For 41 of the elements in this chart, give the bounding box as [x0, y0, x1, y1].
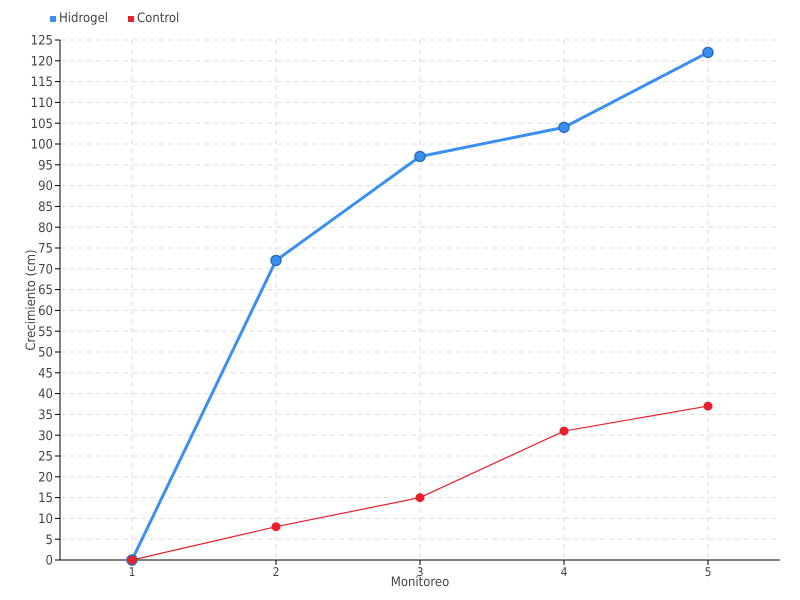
y-tick-label: 50 [38, 346, 53, 361]
y-tick-label: 120 [30, 54, 53, 70]
y-tick-label: 45 [38, 366, 53, 382]
point [416, 493, 424, 502]
y-tick-label: 110 [30, 96, 53, 111]
x-tick-label: 2 [272, 565, 280, 579]
y-tick-label: 90 [38, 179, 53, 194]
y-tick-label: 105 [30, 116, 53, 132]
y-tick-label: 65 [38, 283, 53, 298]
x-tick-label: 5 [704, 565, 712, 579]
y-tick-label: 115 [30, 75, 53, 90]
y-tick-label: 30 [38, 428, 53, 444]
y-tick-label: 95 [38, 158, 53, 174]
y-tick-label: 40 [38, 387, 53, 402]
y-tick-label: 5 [46, 532, 53, 548]
y-tick-label: 55 [38, 324, 53, 340]
y-tick-label: 25 [38, 450, 53, 465]
point [702, 46, 714, 58]
y-tick-label: 85 [38, 200, 53, 215]
y-tick-label: 100 [30, 138, 53, 153]
y-tick-label: 10 [38, 512, 53, 527]
y-tick-label: 60 [38, 304, 53, 319]
legend-label: Hidrogel [59, 11, 108, 26]
point [704, 402, 712, 411]
point [272, 522, 280, 532]
y-tick-label: 15 [38, 491, 53, 506]
y-tick-label: 35 [38, 408, 53, 423]
legend-label: Control [137, 11, 180, 26]
y-tick-label: 80 [38, 220, 53, 236]
point [558, 122, 570, 134]
y-tick-label: 20 [38, 470, 53, 486]
y-tick-label: 70 [38, 262, 53, 278]
y-tick-label: 125 [30, 34, 53, 49]
y-axis-title: Crecimiento (cm) [24, 249, 39, 351]
x-tick-label: 4 [560, 565, 568, 579]
point [414, 150, 426, 162]
x-tick-label: 1 [128, 565, 136, 579]
y-tick-label: 75 [38, 242, 53, 257]
point [270, 254, 282, 266]
point [560, 426, 568, 436]
y-tick-label: 0 [46, 554, 53, 569]
